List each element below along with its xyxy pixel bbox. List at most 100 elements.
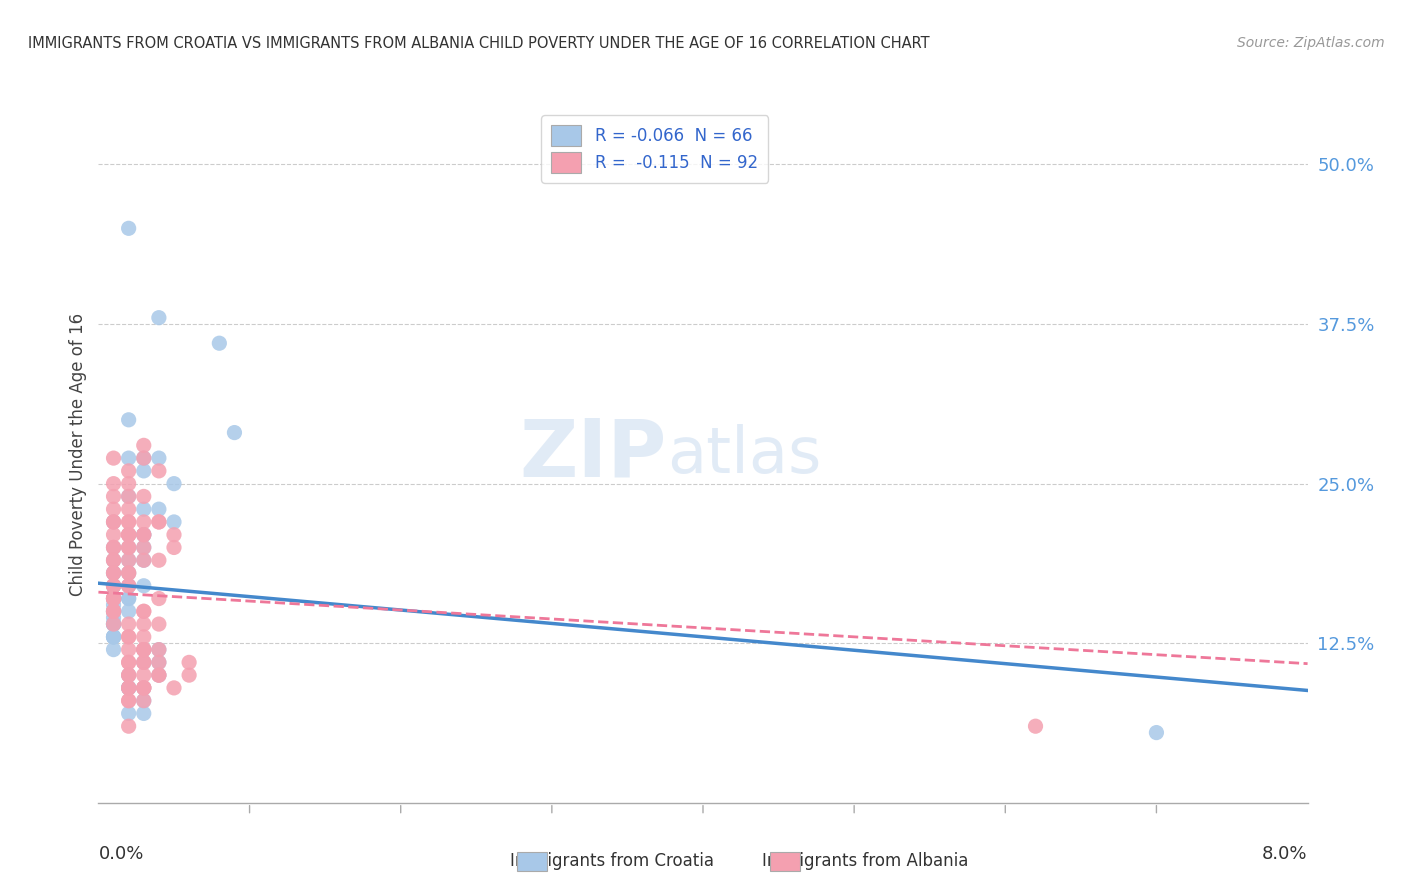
Point (118, 541, 141, 555)
Point (118, 579, 141, 593)
Point (103, 515, 125, 529)
Point (103, 579, 125, 593)
Point (118, 681, 141, 695)
Point (118, 515, 141, 529)
Point (118, 566, 141, 580)
Point (103, 604, 125, 618)
Point (103, 553, 125, 567)
Text: Immigrants from Croatia: Immigrants from Croatia (509, 852, 714, 870)
Point (132, 527, 155, 541)
Point (148, 515, 170, 529)
Point (103, 630, 125, 644)
Point (132, 515, 155, 529)
Point (132, 541, 155, 555)
Point (118, 719, 141, 733)
Point (103, 541, 125, 555)
Point (118, 553, 141, 567)
Point (132, 451, 155, 466)
Point (163, 527, 186, 541)
Point (118, 694, 141, 708)
Point (103, 617, 125, 632)
Point (103, 451, 125, 466)
Point (1025, 719, 1047, 733)
Point (103, 502, 125, 516)
Point (132, 617, 155, 632)
Point (103, 630, 125, 644)
Point (118, 413, 141, 427)
Point (179, 656, 201, 670)
Point (132, 668, 155, 682)
Point (118, 566, 141, 580)
Point (148, 553, 170, 567)
Point (132, 656, 155, 670)
Point (132, 642, 155, 657)
Point (103, 604, 125, 618)
Point (103, 604, 125, 618)
Point (118, 490, 141, 504)
Point (103, 617, 125, 632)
Point (132, 656, 155, 670)
Point (103, 610, 125, 624)
Point (132, 642, 155, 657)
Point (148, 668, 170, 682)
Point (118, 681, 141, 695)
Point (118, 591, 141, 606)
Point (103, 566, 125, 580)
Point (132, 656, 155, 670)
Point (118, 541, 141, 555)
Point (103, 579, 125, 593)
Point (118, 579, 141, 593)
Point (103, 566, 125, 580)
Point (103, 604, 125, 618)
Point (103, 617, 125, 632)
Point (148, 464, 170, 478)
Point (132, 438, 155, 452)
Point (132, 681, 155, 695)
Point (132, 681, 155, 695)
Point (132, 604, 155, 618)
Point (103, 515, 125, 529)
Point (103, 476, 125, 491)
Point (132, 579, 155, 593)
Point (103, 642, 125, 657)
Point (132, 553, 155, 567)
Point (118, 694, 141, 708)
Point (103, 591, 125, 606)
Point (148, 515, 170, 529)
Text: Immigrants from Albania: Immigrants from Albania (762, 852, 967, 870)
Point (103, 591, 125, 606)
Point (103, 541, 125, 555)
Text: 8.0%: 8.0% (1263, 845, 1308, 863)
Point (118, 630, 141, 644)
Point (118, 617, 141, 632)
Point (118, 630, 141, 644)
Point (132, 681, 155, 695)
Point (103, 591, 125, 606)
Point (132, 527, 155, 541)
Text: IMMIGRANTS FROM CROATIA VS IMMIGRANTS FROM ALBANIA CHILD POVERTY UNDER THE AGE O: IMMIGRANTS FROM CROATIA VS IMMIGRANTS FR… (28, 36, 929, 51)
Point (132, 642, 155, 657)
Point (118, 642, 141, 657)
Text: Source: ZipAtlas.com: Source: ZipAtlas.com (1237, 36, 1385, 50)
Point (118, 221, 141, 235)
Point (163, 476, 186, 491)
Point (103, 527, 125, 541)
Point (132, 527, 155, 541)
Point (118, 451, 141, 466)
Point (118, 527, 141, 541)
Point (118, 527, 141, 541)
Point (132, 694, 155, 708)
Point (118, 579, 141, 593)
Point (148, 656, 170, 670)
Point (118, 668, 141, 682)
Point (118, 464, 141, 478)
Point (132, 464, 155, 478)
Point (103, 617, 125, 632)
Point (118, 502, 141, 516)
Point (118, 566, 141, 580)
Point (103, 579, 125, 593)
Point (148, 668, 170, 682)
Point (103, 566, 125, 580)
Point (118, 656, 141, 670)
Point (148, 642, 170, 657)
